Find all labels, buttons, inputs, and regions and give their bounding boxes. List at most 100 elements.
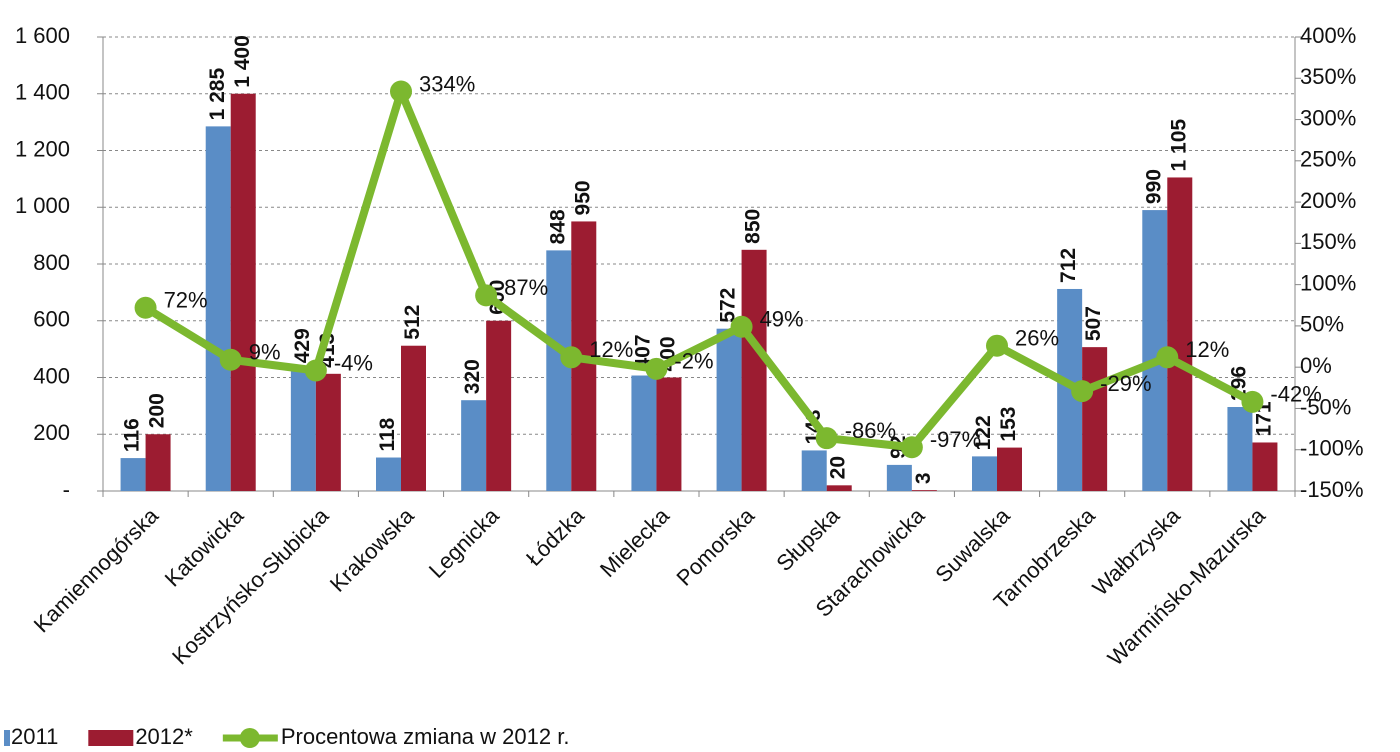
y2-tick-label: 400% xyxy=(1300,23,1356,48)
bar xyxy=(205,126,231,491)
data-label: 712 xyxy=(1057,248,1080,283)
data-label: 72% xyxy=(164,288,208,313)
y-tick-label: 1 200 xyxy=(15,136,70,161)
data-label: 9% xyxy=(249,340,281,365)
bar xyxy=(376,457,401,491)
bar xyxy=(1082,347,1108,491)
data-label: 118 xyxy=(376,417,399,451)
x-tick-label: Kostrzyńsko-Słubicka xyxy=(167,502,334,669)
data-label: 512 xyxy=(401,305,424,340)
marker xyxy=(1071,380,1094,403)
data-label: -4% xyxy=(334,350,373,375)
x-tick-label: Pomorska xyxy=(672,502,760,590)
bar xyxy=(401,345,426,491)
legend-swatch xyxy=(88,730,134,746)
marker xyxy=(134,296,157,319)
marker xyxy=(560,346,583,369)
y-tick-label: 600 xyxy=(33,307,70,332)
data-label: 407 xyxy=(631,334,654,369)
bar xyxy=(461,400,487,491)
data-label: 950 xyxy=(571,180,594,215)
data-label: 153 xyxy=(997,407,1020,442)
data-label: -86% xyxy=(845,418,896,443)
bar xyxy=(631,375,657,491)
y2-tick-label: 200% xyxy=(1300,188,1356,213)
data-label: -42% xyxy=(1270,382,1321,407)
marker xyxy=(475,284,498,307)
bar xyxy=(886,464,912,491)
legend-label: 2011 xyxy=(11,724,58,749)
data-label: -97% xyxy=(930,427,981,452)
bar xyxy=(1252,442,1278,491)
data-label: 429 xyxy=(291,328,314,363)
data-label: 507 xyxy=(1082,306,1105,341)
marker xyxy=(304,359,327,382)
data-label: 1 400 xyxy=(231,35,254,88)
y2-tick-label: -50% xyxy=(1300,394,1351,419)
bar xyxy=(826,485,852,491)
data-label: 200 xyxy=(146,393,169,428)
x-tick-label: Krakowska xyxy=(325,502,419,596)
y-tick-label: - xyxy=(63,477,70,502)
bar xyxy=(486,320,512,491)
data-label: 1 105 xyxy=(1167,119,1190,172)
bar xyxy=(315,373,341,491)
x-tick-label: Warmińsko-Mazurska xyxy=(1103,502,1271,670)
bar xyxy=(972,456,997,491)
bar xyxy=(997,447,1022,491)
y-tick-label: 400 xyxy=(33,363,70,388)
y-tick-label: 800 xyxy=(33,250,70,275)
x-tick-label: Legnicka xyxy=(424,502,504,582)
data-label: 3 xyxy=(912,472,935,484)
y-tick-label: 1 600 xyxy=(15,23,70,48)
y2-tick-label: 0% xyxy=(1300,353,1332,378)
marker xyxy=(730,315,753,338)
bar xyxy=(290,369,316,491)
y2-tick-label: -150% xyxy=(1300,477,1364,502)
bar xyxy=(145,434,171,491)
y2-tick-label: 50% xyxy=(1300,312,1344,337)
marker xyxy=(986,334,1008,357)
data-label: 116 xyxy=(121,418,144,452)
bar xyxy=(230,93,256,491)
x-tick-label: Mielecka xyxy=(595,502,675,582)
y2-tick-label: 300% xyxy=(1300,105,1356,130)
y2-tick-label: 150% xyxy=(1300,229,1356,254)
bar xyxy=(716,328,742,491)
bar xyxy=(1167,177,1193,492)
data-label: 26% xyxy=(1015,326,1059,351)
marker xyxy=(1241,390,1264,413)
marker xyxy=(1156,346,1179,369)
y2-tick-label: 250% xyxy=(1300,147,1356,172)
marker xyxy=(900,436,923,459)
data-label: 848 xyxy=(546,209,569,244)
bar xyxy=(801,450,827,491)
x-tick-label: Kamiennogórska xyxy=(29,502,164,637)
legend-swatch xyxy=(239,728,260,748)
marker xyxy=(219,348,242,371)
data-label: 572 xyxy=(717,288,740,323)
y-tick-label: 200 xyxy=(33,420,70,445)
x-tick-label: Suwalska xyxy=(930,502,1015,587)
y2-tick-label: 100% xyxy=(1300,270,1356,295)
data-label: 12% xyxy=(1185,337,1229,362)
marker xyxy=(645,357,668,380)
data-label: 122 xyxy=(972,415,995,450)
marker xyxy=(390,80,412,103)
data-label: 1 285 xyxy=(206,68,229,121)
data-label: 334% xyxy=(419,71,475,96)
x-tick-label: Łódzka xyxy=(521,502,589,570)
y2-tick-label: -100% xyxy=(1300,436,1364,461)
data-label: 12% xyxy=(589,337,633,362)
bar xyxy=(911,490,937,491)
y2-tick-label: 350% xyxy=(1300,64,1356,89)
y-tick-label: 1 400 xyxy=(15,80,70,105)
line xyxy=(143,87,1255,452)
bar xyxy=(741,249,767,491)
x-tick-label: Katowicka xyxy=(160,502,249,591)
bar xyxy=(546,250,572,491)
data-label: 20 xyxy=(827,456,850,479)
bar xyxy=(1227,407,1253,491)
data-label: -29% xyxy=(1100,371,1151,396)
